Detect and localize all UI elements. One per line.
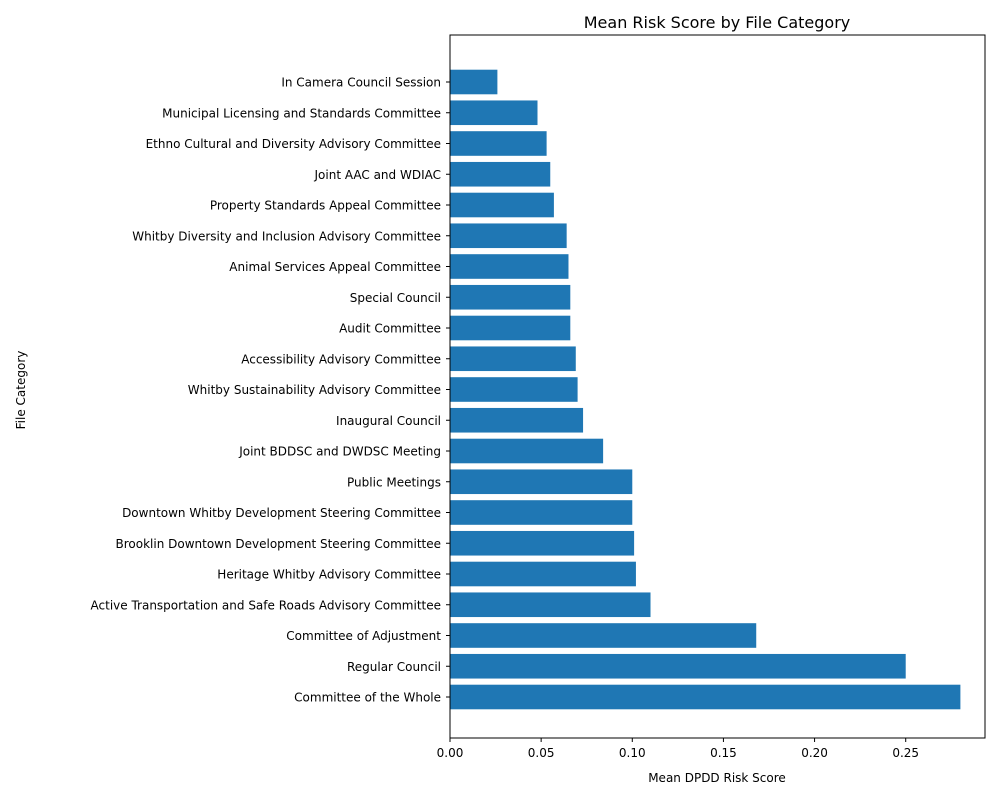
bar bbox=[450, 131, 547, 156]
y-tick-label: Regular Council bbox=[347, 660, 441, 674]
x-tick-label: 0.10 bbox=[619, 746, 646, 760]
y-tick-label: Whitby Sustainability Advisory Committee bbox=[188, 383, 441, 397]
y-tick-label: Animal Services Appeal Committee bbox=[229, 260, 441, 274]
bar bbox=[450, 284, 571, 310]
x-tick-label: 0.00 bbox=[437, 746, 464, 760]
y-tick-label: Property Standards Appeal Committee bbox=[210, 199, 441, 213]
bar bbox=[450, 561, 636, 587]
bar bbox=[450, 469, 633, 495]
x-axis-label: Mean DPDD Risk Score bbox=[648, 771, 786, 785]
y-tick-label: Joint AAC and WDIAC bbox=[314, 168, 442, 182]
y-tick-label: Public Meetings bbox=[347, 475, 441, 489]
y-tick-label: Ethno Cultural and Diversity Advisory Co… bbox=[146, 137, 441, 151]
y-tick-label: Accessibility Advisory Committee bbox=[241, 352, 441, 366]
x-axis-ticks: 0.00 0.05 0.10 0.15 0.20 0.25 bbox=[437, 738, 919, 760]
y-tick-label: Joint BDDSC and DWDSC Meeting bbox=[238, 445, 441, 459]
bars bbox=[450, 69, 961, 710]
y-tick-label: Brooklin Downtown Development Steering C… bbox=[115, 537, 441, 551]
y-axis-ticks: In Camera Council Session Municipal Licen… bbox=[91, 76, 450, 705]
bar bbox=[450, 623, 757, 648]
bar bbox=[450, 438, 604, 464]
y-tick-label: Downtown Whitby Development Steering Com… bbox=[122, 506, 441, 520]
x-tick-label: 0.20 bbox=[801, 746, 828, 760]
y-axis-label: File Category bbox=[14, 351, 28, 430]
x-tick-label: 0.25 bbox=[892, 746, 919, 760]
y-tick-label: Inaugural Council bbox=[336, 414, 441, 428]
y-tick-label: Committee of Adjustment bbox=[286, 629, 441, 643]
bar bbox=[450, 254, 569, 279]
bar bbox=[450, 223, 567, 249]
y-tick-label: Committee of the Whole bbox=[294, 691, 441, 705]
bar bbox=[450, 500, 633, 525]
bar bbox=[450, 315, 571, 341]
bar bbox=[450, 192, 554, 218]
y-tick-label: Heritage Whitby Advisory Committee bbox=[217, 568, 441, 582]
plot-frame bbox=[449, 34, 986, 739]
bar bbox=[450, 161, 551, 187]
y-tick-label: Special Council bbox=[350, 291, 441, 305]
bar bbox=[450, 377, 578, 402]
x-tick-label: 0.15 bbox=[710, 746, 737, 760]
chart-title: Mean Risk Score by File Category bbox=[584, 13, 850, 32]
bar bbox=[450, 592, 651, 618]
y-tick-label: Audit Committee bbox=[339, 322, 441, 336]
y-tick-label: Municipal Licensing and Standards Commit… bbox=[162, 106, 441, 120]
bar bbox=[450, 69, 498, 95]
y-tick-label: Whitby Diversity and Inclusion Advisory … bbox=[132, 229, 441, 243]
y-tick-label: In Camera Council Session bbox=[281, 76, 441, 90]
bar bbox=[450, 100, 538, 126]
x-tick-label: 0.05 bbox=[528, 746, 555, 760]
bar bbox=[450, 530, 635, 556]
bar bbox=[450, 684, 961, 710]
y-tick-label: Active Transportation and Safe Roads Adv… bbox=[91, 598, 441, 612]
bar bbox=[450, 346, 576, 372]
bar bbox=[450, 653, 906, 679]
bar bbox=[450, 407, 584, 433]
